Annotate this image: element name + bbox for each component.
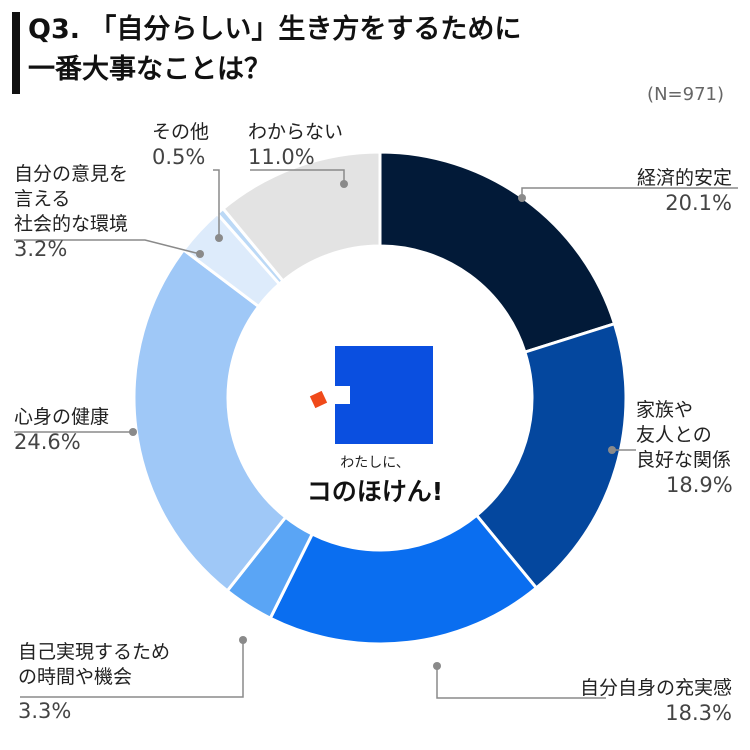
- leader-dot-time: [239, 636, 247, 644]
- leader-line-fulfillment: [436, 666, 606, 699]
- logo-mark: [309, 346, 433, 444]
- label-other-value: 0.5%: [152, 145, 206, 169]
- slice-family: [474, 321, 628, 591]
- label-other: その他 0.5%: [152, 120, 209, 170]
- leader-line-unknown: [250, 169, 345, 184]
- leader-line-social: [14, 239, 201, 255]
- label-time: 自己実現するため の時間や機会 3.3%: [18, 640, 170, 724]
- logo-blue-square: [335, 346, 433, 444]
- label-social-line-2: 言える: [14, 188, 71, 210]
- title-line-1: Q3. 「自分らしい」生き方をするために: [28, 14, 522, 45]
- label-economic-line-1: 経済的安定: [636, 167, 732, 189]
- label-family-line-1: 家族や: [636, 399, 694, 421]
- logo-main-text: コのほけん!: [306, 477, 444, 506]
- logo-orange-square: [309, 390, 328, 409]
- leader-dot-other: [215, 234, 223, 242]
- label-family-value: 18.9%: [666, 473, 733, 497]
- label-health: 心身の健康 24.6%: [14, 405, 109, 455]
- label-family-line-2: 友人との: [636, 424, 712, 446]
- label-unknown-line-1: わからない: [248, 121, 344, 143]
- chart-title: Q3. 「自分らしい」生き方をするために 一番大事なことは？: [28, 10, 521, 90]
- leader-dot-economic: [518, 194, 526, 202]
- label-health-value: 24.6%: [14, 430, 81, 454]
- label-health-line-1: 心身の健康: [14, 406, 110, 428]
- leader-lines: [14, 169, 738, 699]
- label-unknown: わからない 11.0%: [248, 120, 343, 170]
- label-fulfillment-value: 18.3%: [665, 701, 732, 725]
- label-family-line-3: 良好な関係: [636, 449, 732, 471]
- leader-dot-social: [196, 250, 204, 258]
- title-line-2: 一番大事なことは？: [28, 54, 271, 85]
- leader-dot-fulfillment: [433, 662, 441, 670]
- slice-economic: [378, 150, 617, 355]
- label-fulfillment-line-1: 自分自身の充実感: [579, 677, 732, 699]
- label-family: 家族や 友人との 良好な関係 18.9%: [636, 398, 733, 498]
- label-social-value: 3.2%: [14, 237, 68, 261]
- label-economic: 経済的安定 20.1%: [637, 166, 732, 216]
- label-unknown-value: 11.0%: [248, 145, 315, 169]
- leader-dot-unknown: [340, 180, 348, 188]
- label-fulfillment: 自分自身の充実感 18.3%: [580, 676, 732, 726]
- label-time-line-1: 自己実現するため: [18, 641, 171, 663]
- title-accent-bar: [12, 12, 20, 94]
- label-other-line-1: その他: [152, 121, 210, 143]
- label-time-value: 3.3%: [18, 699, 72, 723]
- logo-small-text: わたしに、: [340, 455, 410, 471]
- sample-size: (N=971): [647, 84, 724, 105]
- leader-line-time: [20, 640, 244, 698]
- slice-health: [132, 247, 288, 593]
- logo-white-notch: [334, 386, 350, 404]
- leader-dot-family: [608, 446, 616, 454]
- label-social-line-3: 社会的な環境: [14, 213, 129, 235]
- leader-dot-health: [129, 428, 137, 436]
- label-social: 自分の意見を 言える 社会的な環境 3.2%: [14, 162, 128, 262]
- label-economic-value: 20.1%: [665, 191, 732, 215]
- label-time-line-2: の時間や機会: [18, 666, 133, 688]
- leader-line-other: [213, 169, 220, 238]
- label-social-line-1: 自分の意見を: [14, 163, 129, 185]
